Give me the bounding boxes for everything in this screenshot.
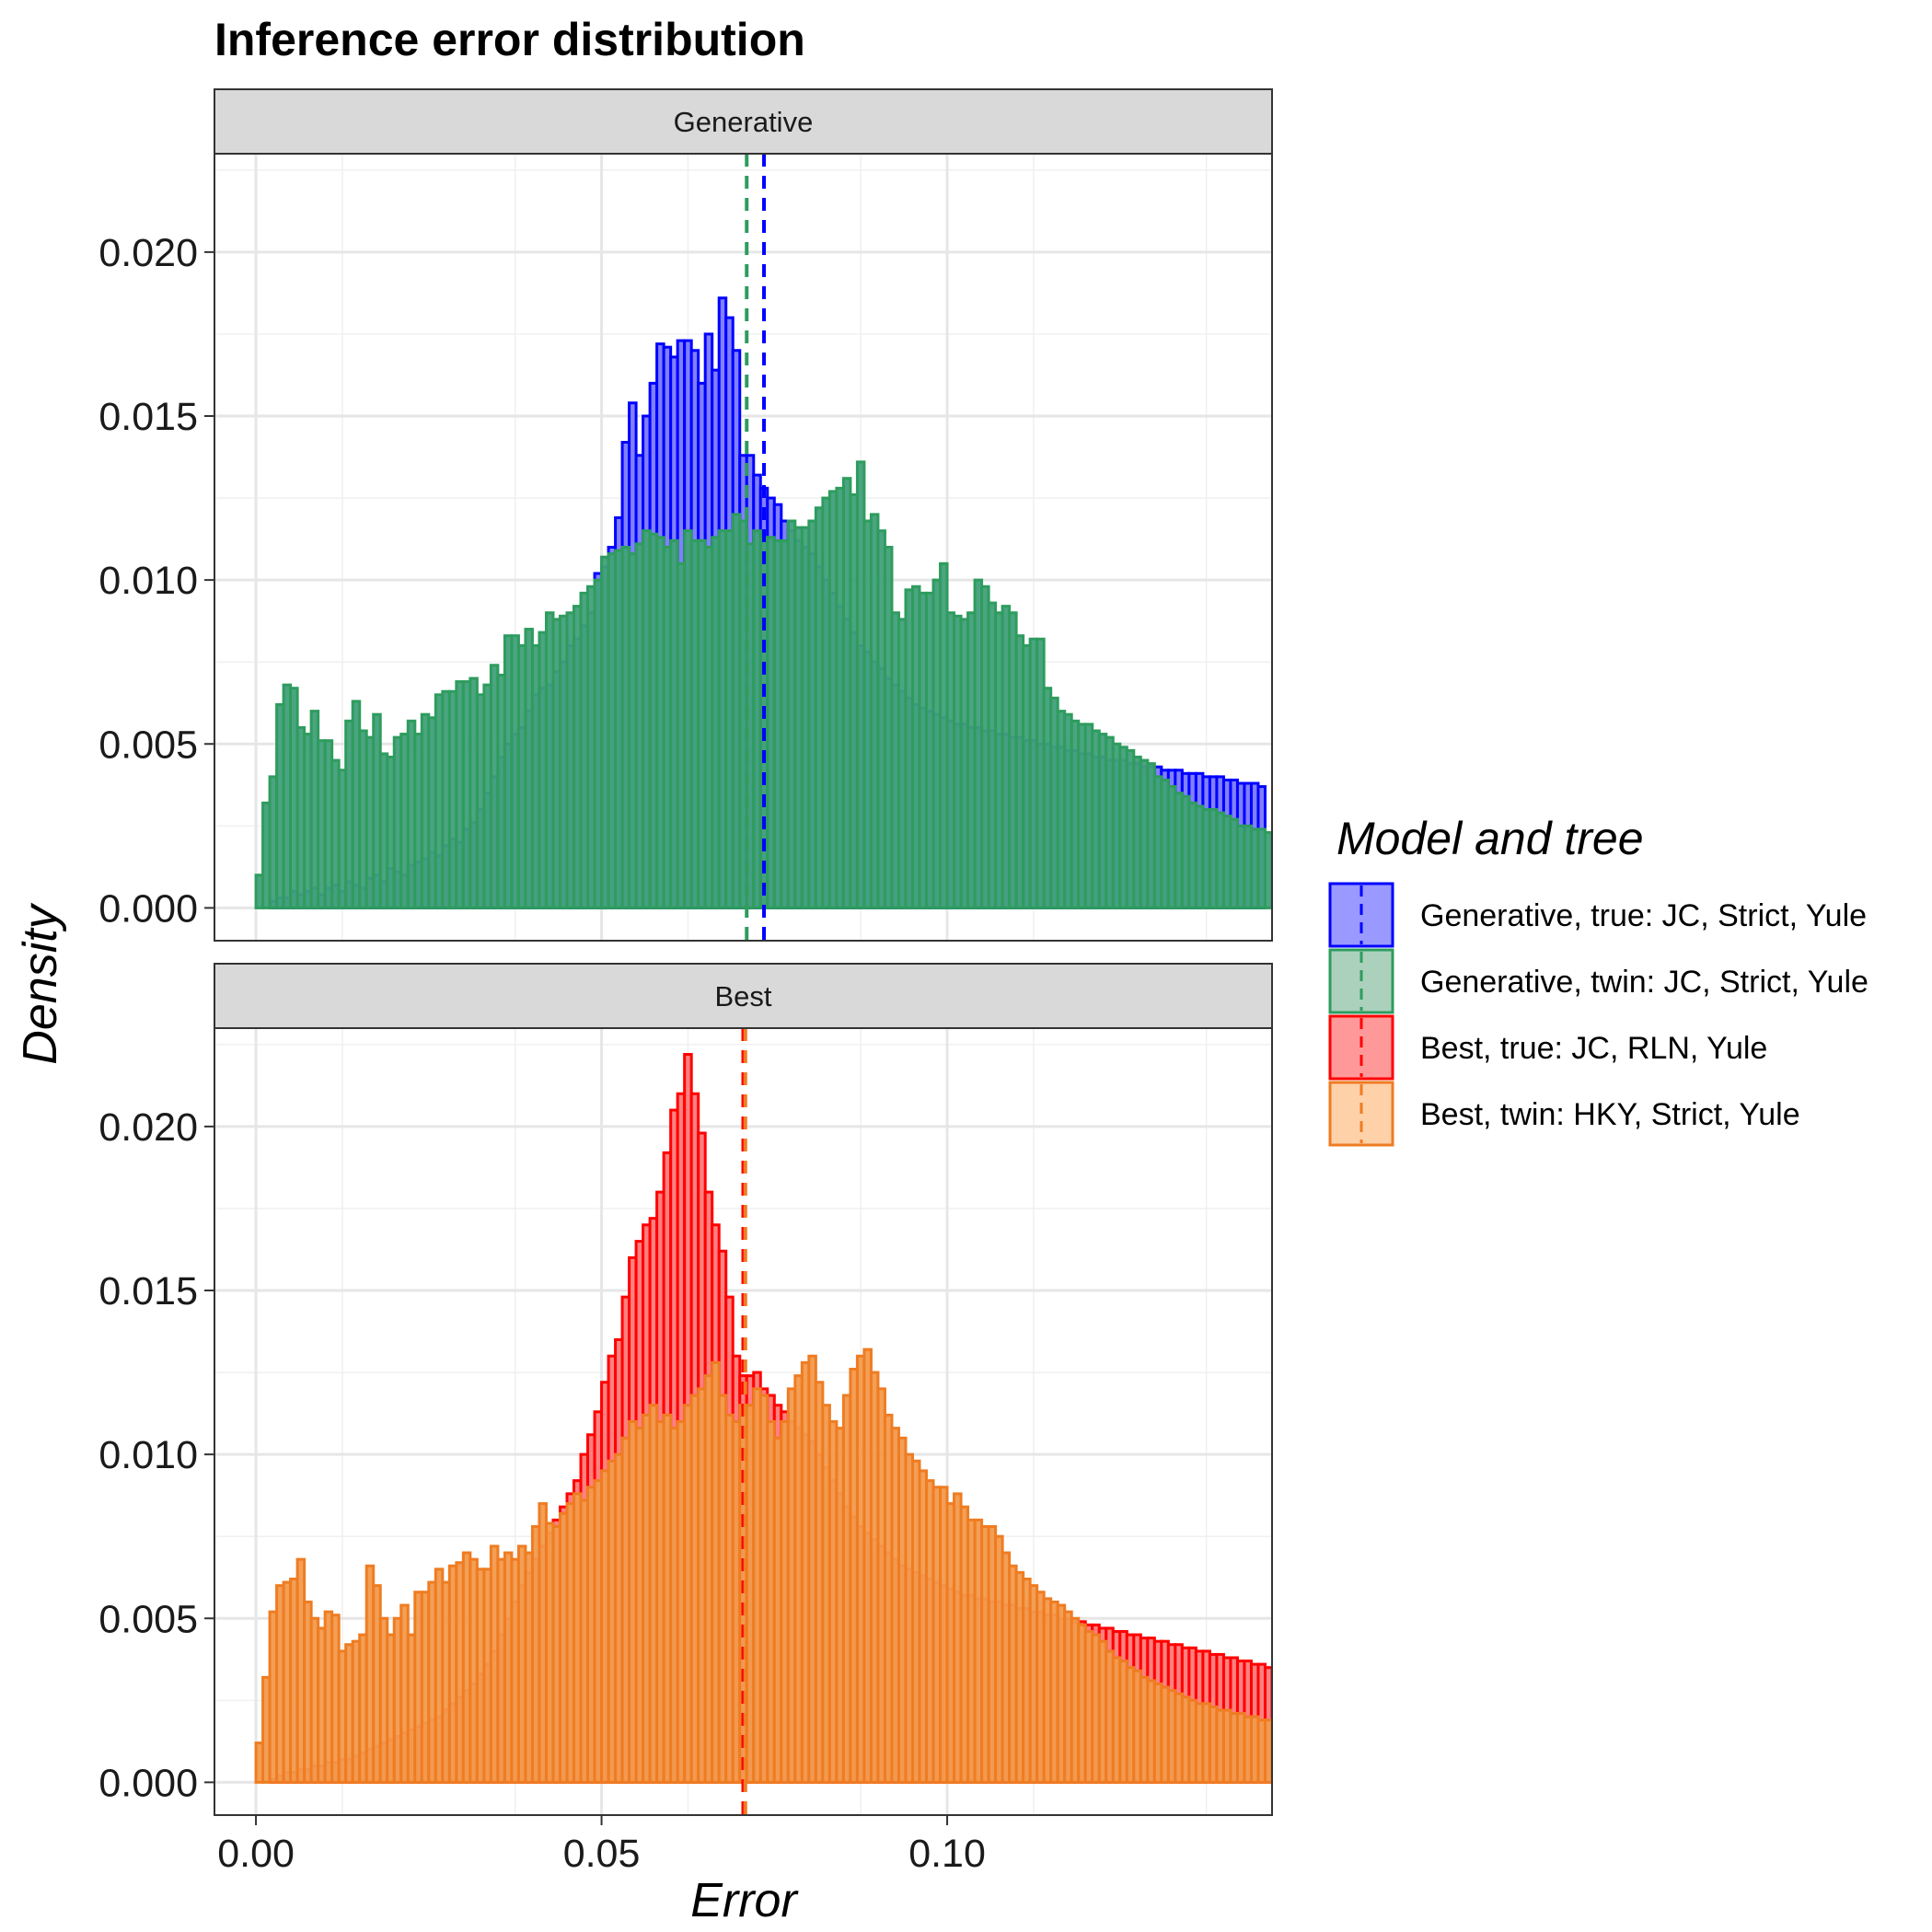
legend-label: Generative, true: JC, Strict, Yule xyxy=(1420,898,1867,933)
histogram-bar xyxy=(1263,1718,1272,1784)
y-tick-label: 0.010 xyxy=(98,1433,198,1477)
strip-background xyxy=(214,88,1273,155)
x-tick-label: 0.10 xyxy=(908,1832,986,1876)
histogram-bar xyxy=(1270,830,1272,909)
chart-title: Inference error distribution xyxy=(214,14,805,65)
y-tick-label: 0.010 xyxy=(98,559,198,603)
y-tick-label: 0.020 xyxy=(98,231,198,275)
y-tick-label: 0.015 xyxy=(98,1269,198,1313)
y-tick-label: 0.020 xyxy=(98,1105,198,1150)
legend-label: Best, true: JC, RLN, Yule xyxy=(1420,1031,1767,1066)
y-tick-label: 0.005 xyxy=(98,1597,198,1641)
histogram-bar xyxy=(1270,1721,1272,1784)
series-twin xyxy=(254,1348,1272,1784)
y-axis-title: Density xyxy=(14,902,67,1064)
strip-background xyxy=(214,963,1273,1029)
strip-label: Generative xyxy=(674,106,814,138)
legend-label: Best, twin: HKY, Strict, Yule xyxy=(1420,1097,1800,1132)
legend: Model and tree Generative, true: JC, Str… xyxy=(1328,813,1868,1147)
bars xyxy=(254,296,1272,909)
x-axis-title: Error xyxy=(690,1874,799,1927)
strip-label: Best xyxy=(714,980,771,1012)
y-tick-label: 0.015 xyxy=(98,395,198,439)
bars xyxy=(254,1053,1272,1784)
series-twin xyxy=(254,460,1272,909)
panels: Generative 0.000 0.005 0.010 0.015 0.020 Best 0… xyxy=(98,88,1273,1876)
panel-best: Best 0.000 0.005 0.010 0.015 0.020 0.00 0.05 0.1… xyxy=(98,963,1273,1876)
legend-entry: Best, true: JC, RLN, Yule xyxy=(1328,1014,1767,1081)
legend-entry: Generative, twin: JC, Strict, Yule xyxy=(1328,948,1868,1014)
legend-label: Generative, twin: JC, Strict, Yule xyxy=(1420,965,1868,1000)
x-tick-label: 0.00 xyxy=(217,1832,295,1876)
x-tick-label: 0.05 xyxy=(563,1832,641,1876)
legend-entry: Generative, true: JC, Strict, Yule xyxy=(1328,882,1867,948)
panel-generative: Generative 0.000 0.005 0.010 0.015 0.020 xyxy=(98,88,1273,942)
y-tick-label: 0.005 xyxy=(98,723,198,767)
y-tick-label: 0.000 xyxy=(98,886,198,931)
histogram-bar xyxy=(1263,830,1272,909)
legend-title: Model and tree xyxy=(1336,813,1644,864)
legend-entry: Best, twin: HKY, Strict, Yule xyxy=(1328,1081,1800,1147)
y-tick-label: 0.000 xyxy=(98,1761,198,1805)
